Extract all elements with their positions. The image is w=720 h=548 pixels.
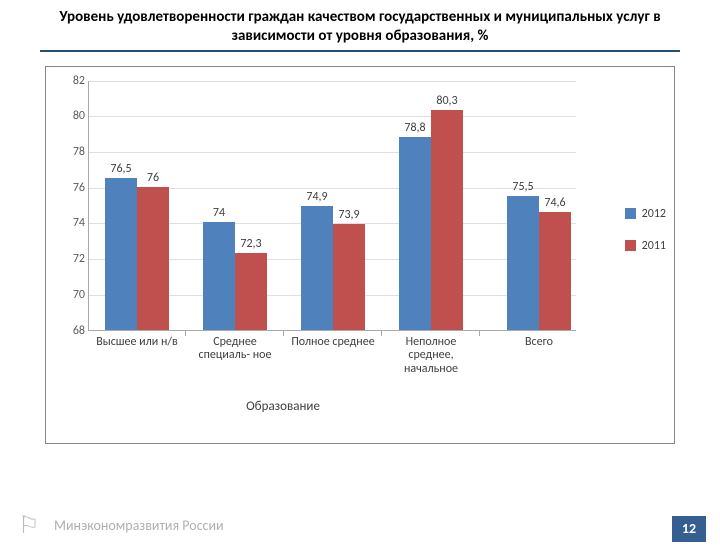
- plot-area: 6870727476788082Высшее или н/в76,576Сред…: [88, 81, 576, 331]
- category-separator: [185, 330, 186, 336]
- bar-value-label: 74,9: [306, 190, 327, 204]
- y-tick: 72: [57, 252, 85, 266]
- bar-value-label: 74: [213, 206, 225, 220]
- chart-frame: 6870727476788082Высшее или н/в76,576Сред…: [45, 66, 675, 444]
- page-number: 12: [672, 516, 706, 542]
- y-tick: 78: [57, 145, 85, 159]
- bar: 73,9: [333, 224, 365, 329]
- bar-value-label: 74,6: [544, 196, 565, 210]
- bar-value-label: 76,5: [110, 162, 131, 176]
- gridline: [89, 116, 576, 117]
- category-separator: [283, 330, 284, 336]
- bar: 74,9: [301, 206, 333, 329]
- bar-value-label: 80,3: [436, 94, 457, 108]
- bar-value-label: 78,8: [404, 121, 425, 135]
- legend: 2012 2011: [625, 207, 666, 271]
- category-label: Высшее или н/в: [89, 330, 185, 350]
- y-tick: 80: [57, 109, 85, 123]
- bar: 78,8: [399, 137, 431, 330]
- category-separator: [381, 330, 382, 336]
- y-tick: 74: [57, 216, 85, 230]
- category-label: Среднее специаль- ное: [187, 330, 283, 364]
- bar-value-label: 72,3: [240, 237, 261, 251]
- bar-value-label: 73,9: [338, 208, 359, 222]
- x-axis-title: Образование: [88, 399, 478, 414]
- bar: 76,5: [105, 178, 137, 330]
- bar-value-label: 75,5: [512, 180, 533, 194]
- category-label: Полное среднее: [285, 330, 381, 350]
- gridline: [89, 81, 576, 82]
- page-title: Уровень удовлетворенности граждан качест…: [40, 8, 680, 52]
- legend-label: 2012: [642, 207, 666, 221]
- legend-item: 2012: [625, 207, 666, 221]
- y-tick: 76: [57, 181, 85, 195]
- bar: 76: [137, 187, 169, 330]
- legend-item: 2011: [625, 239, 666, 253]
- legend-label: 2011: [642, 239, 666, 253]
- ministry-name: Минэкономразвития России: [54, 517, 224, 534]
- y-tick: 68: [57, 324, 85, 338]
- bar: 72,3: [235, 253, 267, 330]
- bar: 74: [203, 222, 235, 329]
- bar-value-label: 76: [147, 171, 159, 185]
- footer: ⚐ Минэкономразвития России 12: [0, 514, 720, 548]
- legend-swatch: [625, 208, 636, 219]
- gridline: [89, 152, 576, 153]
- bar: 74,6: [539, 212, 571, 330]
- legend-swatch: [625, 240, 636, 251]
- category-separator: [479, 330, 480, 336]
- y-tick: 70: [57, 288, 85, 302]
- bar: 75,5: [507, 196, 539, 330]
- y-tick: 82: [57, 74, 85, 88]
- category-label: Неполное среднее, начальное: [383, 330, 479, 377]
- category-label: Всего: [491, 330, 587, 350]
- bar: 80,3: [431, 110, 463, 330]
- emblem-icon: ⚐: [18, 514, 40, 538]
